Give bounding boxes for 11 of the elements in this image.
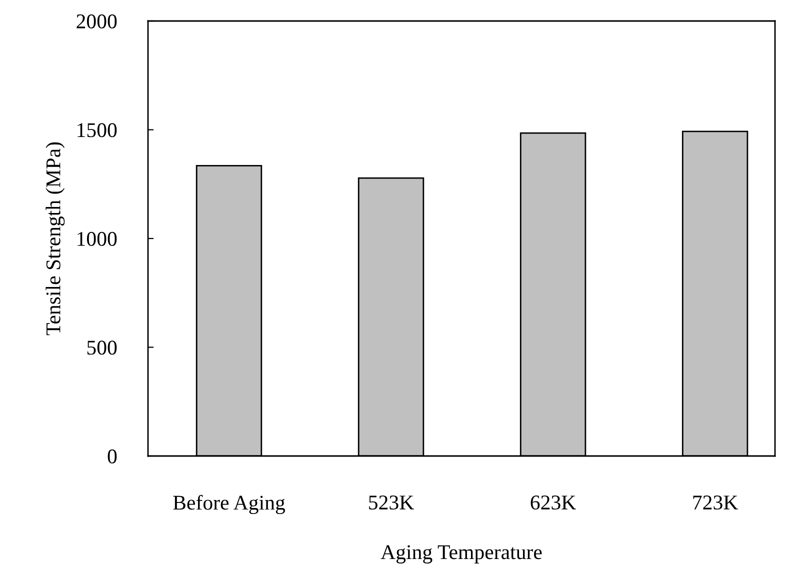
y-tick-label: 2000	[76, 14, 117, 28]
y-tick-label: 500	[87, 340, 117, 355]
y-tick-label: 1500	[78, 123, 117, 138]
y-tick-label: 0	[108, 449, 117, 464]
y-axis-title: Tensile Strength (MPa)	[46, 142, 65, 336]
x-tick-label: 723K	[693, 496, 738, 510]
x-tick-label: 623K	[530, 496, 576, 510]
x-axis-title: Aging Temperature	[380, 545, 542, 564]
x-tick-label: Before Aging	[173, 494, 286, 514]
x-tick-label: 523K	[369, 496, 414, 510]
y-tick-label: 1000	[78, 232, 117, 246]
